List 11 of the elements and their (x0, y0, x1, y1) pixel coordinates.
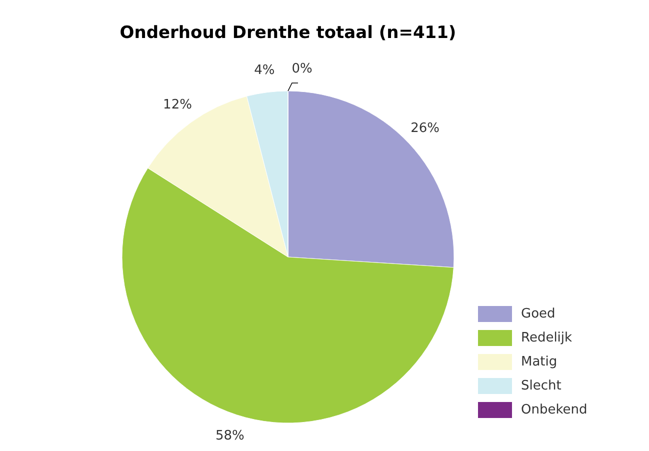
legend-label: Matig (521, 354, 558, 370)
data-label: 58% (215, 428, 244, 444)
data-label: 26% (410, 120, 440, 136)
legend-label: Goed (521, 306, 556, 322)
chart-title: Onderhoud Drenthe totaal (n=411) (120, 23, 456, 43)
legend-label: Slecht (521, 378, 562, 394)
legend-label: Onbekend (521, 402, 588, 418)
data-label: 12% (163, 97, 192, 112)
text: 0% (292, 62, 312, 77)
data-label: 4% (254, 63, 275, 78)
legend-label: Redelijk (521, 330, 573, 346)
